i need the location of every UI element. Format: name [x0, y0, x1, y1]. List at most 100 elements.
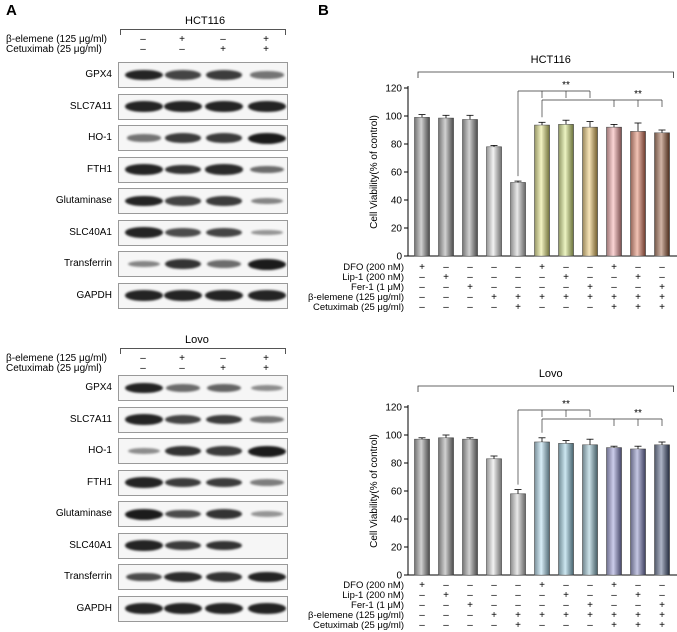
protein-band — [251, 511, 283, 517]
treatment-sign: + — [179, 34, 185, 45]
condition-sign: + — [563, 590, 569, 601]
condition-sign: + — [635, 302, 641, 313]
condition-sign: – — [587, 262, 593, 273]
y-tick-label: 80 — [391, 140, 403, 151]
blot-strip — [118, 564, 288, 590]
bar-shading — [438, 437, 454, 575]
protein-label: Glutaminase — [55, 195, 112, 206]
condition-sign: + — [635, 590, 641, 601]
condition-sign: – — [419, 590, 425, 601]
bar-shading — [414, 439, 430, 575]
protein-band — [164, 477, 202, 488]
protein-band — [125, 414, 163, 425]
condition-sign: – — [587, 302, 593, 313]
condition-sign: – — [635, 262, 641, 273]
treatment-sign: – — [140, 34, 146, 45]
blot-strip — [118, 188, 288, 214]
y-tick-label: 100 — [385, 112, 402, 123]
condition-sign: – — [563, 302, 569, 313]
protein-band — [205, 290, 243, 301]
protein-label: SLC7A11 — [69, 413, 112, 425]
y-tick-label: 120 — [385, 403, 402, 414]
condition-sign: + — [563, 610, 569, 621]
protein-label: FTH1 — [87, 476, 112, 488]
bar-shading — [414, 117, 430, 257]
condition-sign: – — [419, 272, 425, 283]
condition-sign: – — [515, 590, 521, 601]
condition-sign: + — [443, 590, 449, 601]
condition-sign: – — [491, 302, 497, 313]
condition-sign: + — [659, 282, 665, 293]
condition-sign: – — [563, 600, 569, 611]
bar-shading — [558, 443, 574, 575]
treatment-sign: – — [220, 353, 226, 364]
significance-label: ** — [562, 80, 570, 91]
treatment-sign: + — [263, 353, 269, 364]
condition-sign: – — [587, 590, 593, 601]
bar-shading — [606, 447, 622, 575]
bar-shading — [654, 444, 670, 575]
protein-band — [207, 260, 241, 268]
protein-band — [205, 540, 243, 551]
bar-shading — [534, 125, 550, 256]
condition-sign: – — [635, 580, 641, 591]
blot-strip — [118, 532, 288, 559]
protein-label: HO-1 — [88, 445, 112, 456]
protein-label: SLC7A11 — [69, 100, 112, 112]
condition-sign: – — [539, 282, 545, 293]
condition-sign: + — [539, 610, 545, 621]
condition-label: β-elemene (125 μg/ml) — [308, 292, 404, 303]
y-tick-label: 0 — [396, 571, 402, 582]
blot-strip — [118, 251, 288, 277]
protein-band — [165, 509, 201, 519]
protein-band — [125, 508, 163, 520]
y-tick-label: 0 — [396, 252, 402, 263]
condition-sign: – — [467, 292, 473, 303]
condition-sign: – — [611, 282, 617, 293]
condition-sign: + — [611, 580, 617, 591]
condition-label: Cetuximab (25 μg/ml) — [313, 620, 404, 631]
condition-label: Lip-1 (200 nM) — [342, 590, 404, 601]
protein-band — [248, 571, 286, 583]
protein-band — [205, 164, 243, 175]
protein-label: Glutaminase — [55, 508, 112, 519]
condition-sign: + — [491, 610, 497, 621]
condition-sign: – — [467, 302, 473, 313]
condition-sign: – — [491, 590, 497, 601]
protein-band — [125, 227, 163, 238]
condition-sign: – — [491, 600, 497, 611]
condition-sign: – — [515, 580, 521, 591]
protein-band — [165, 228, 201, 237]
condition-sign: – — [587, 272, 593, 283]
condition-sign: + — [515, 610, 521, 621]
protein-band — [125, 603, 163, 614]
protein-band — [164, 164, 202, 175]
protein-band — [206, 384, 242, 392]
blot-strip — [118, 406, 288, 433]
blot-strip — [118, 595, 288, 622]
protein-band — [205, 477, 243, 488]
protein-band — [127, 260, 161, 268]
condition-sign: – — [419, 610, 425, 621]
protein-band — [250, 384, 284, 392]
condition-label: Cetuximab (25 μg/ml) — [313, 302, 404, 313]
condition-sign: + — [611, 262, 617, 273]
condition-sign: – — [443, 262, 449, 273]
condition-sign: + — [659, 292, 665, 303]
blot-strip — [118, 93, 288, 120]
protein-band — [164, 571, 202, 583]
blot-title-bracket — [120, 348, 286, 354]
chart-title: HCT116 — [531, 54, 571, 66]
protein-band — [250, 71, 284, 79]
condition-sign: + — [539, 580, 545, 591]
bar-shading — [462, 119, 478, 256]
protein-label: Transferrin — [64, 571, 112, 582]
protein-band — [248, 290, 286, 301]
condition-sign: – — [443, 600, 449, 611]
blot-title-bracket — [120, 29, 286, 35]
protein-band — [125, 477, 163, 488]
treatment-sign: + — [263, 34, 269, 45]
condition-sign: – — [611, 590, 617, 601]
y-tick-label: 40 — [391, 515, 403, 526]
